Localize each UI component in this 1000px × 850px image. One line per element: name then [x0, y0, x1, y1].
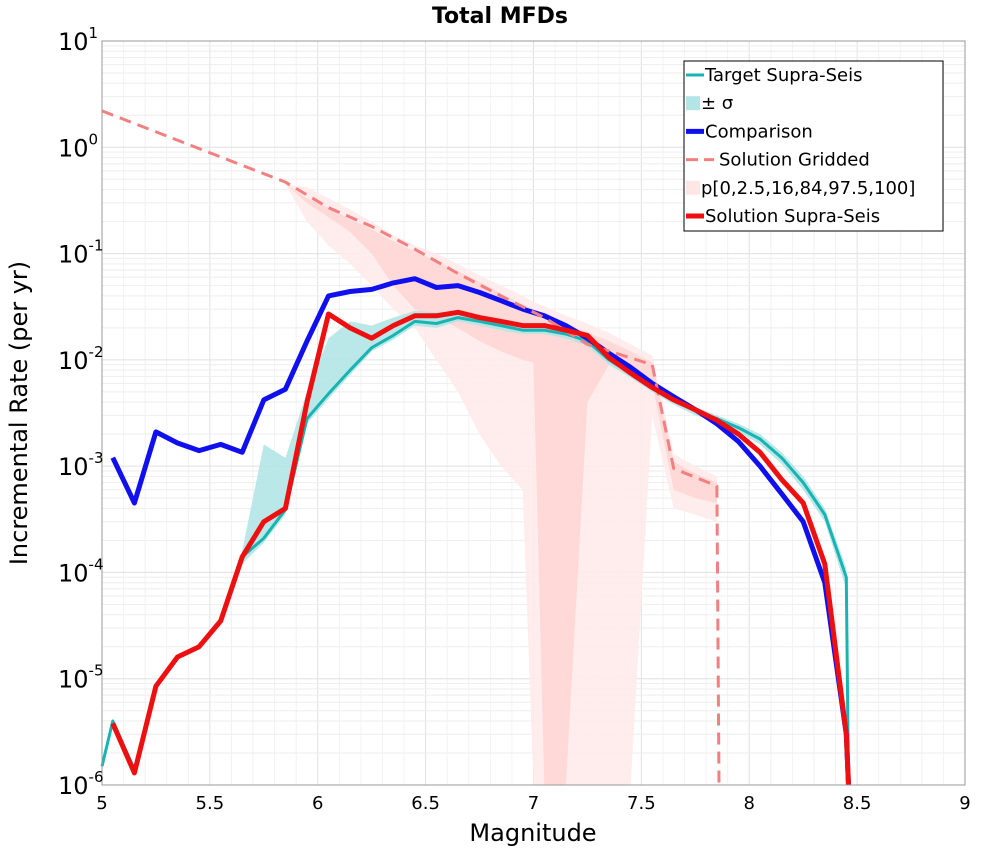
legend-item-1-label: ± σ [701, 93, 733, 114]
percentile-band-outer [285, 184, 717, 786]
y-tick-label: 100 [58, 130, 98, 162]
percentile-band-inner [285, 184, 717, 786]
bands [242, 184, 847, 786]
legend-item-2-label: Comparison [705, 121, 813, 142]
legend-item-5-label: Solution Supra-Seis [705, 206, 880, 227]
solution-supra-seis-line [110, 309, 851, 786]
y-tick-label: 10-4 [58, 555, 104, 587]
y-tick-label: 10-5 [58, 662, 104, 694]
y-tick-label: 101 [58, 24, 98, 56]
x-tick-label: 8.5 [843, 793, 872, 814]
legend-box [683, 60, 944, 232]
x-tick-label: 5.5 [196, 793, 225, 814]
x-tick-label: 7.5 [627, 793, 656, 814]
x-tick-label: 8 [744, 793, 755, 814]
legend-item-0-label: Target Supra-Seis [704, 65, 862, 86]
legend: Target Supra-Seis ± σ Comparison Solution G… [683, 60, 944, 232]
legend-item-4-label: p[0,2.5,16,84,97.5,100] [701, 178, 915, 199]
x-tick-labels: 5 5.5 6 6.5 7 7.5 8 8.5 9 [96, 793, 970, 814]
x-tick-label: 5 [96, 793, 107, 814]
legend-item-4-swatch [686, 180, 700, 195]
series-lines [100, 109, 851, 786]
x-tick-label: 7 [528, 793, 539, 814]
chart-title: Total MFDs [432, 4, 568, 29]
y-tick-label: 10-1 [58, 237, 104, 269]
x-tick-label: 6 [312, 793, 323, 814]
x-tick-label: 6.5 [411, 793, 440, 814]
legend-item-1-swatch [686, 96, 700, 111]
y-tick-labels: 101 100 10-1 10-2 10-3 10-4 10-5 10-6 [58, 24, 104, 800]
x-axis-label: Magnitude [469, 819, 596, 847]
legend-item-3-label: Solution Gridded [719, 150, 870, 171]
comparison-line [110, 276, 851, 786]
y-tick-label: 10-6 [58, 768, 104, 800]
y-tick-label: 10-3 [58, 449, 104, 481]
plot-frame [101, 40, 966, 786]
y-axis-label: Incremental Rate (per yr) [5, 261, 33, 565]
solution-gridded-line [101, 109, 721, 786]
x-tick-label: 9 [959, 793, 970, 814]
y-tick-label: 10-2 [58, 343, 104, 375]
